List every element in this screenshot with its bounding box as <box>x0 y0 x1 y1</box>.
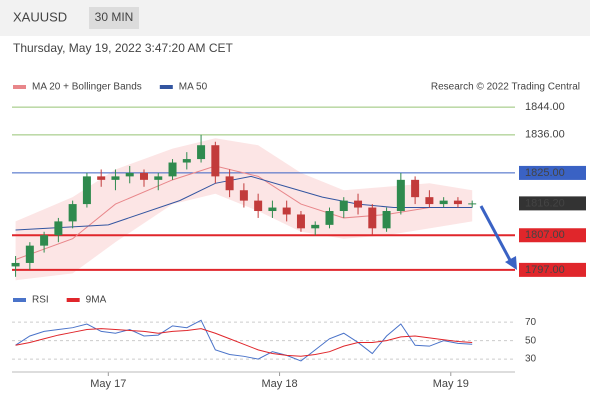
legend-swatch <box>66 298 80 302</box>
candle-body <box>239 190 248 201</box>
candle-body <box>182 159 191 163</box>
plot-area: 1844.00 1836.00 1825.00 1807.00 1797.00 1816.… <box>11 82 586 390</box>
ma-line <box>15 175 473 231</box>
indicator-line <box>15 319 473 362</box>
candle-body <box>282 207 291 215</box>
level-label: 1844.00 <box>525 101 565 113</box>
candle-body <box>311 224 320 229</box>
candle-body <box>339 200 348 212</box>
candle-body <box>425 197 434 205</box>
candle-body <box>154 176 163 180</box>
candle-body <box>211 145 220 177</box>
candle-body <box>125 172 134 177</box>
legend-swatch <box>13 85 26 89</box>
candle-body <box>197 145 206 160</box>
legend-label: 9MA <box>86 295 107 306</box>
y-tick-label: 30 <box>525 354 537 365</box>
candle-body <box>325 211 334 225</box>
indicator-line <box>15 328 473 357</box>
x-tick-label: May 17 <box>90 378 126 390</box>
y-tick-label: 70 <box>525 317 537 328</box>
level-label: 1825.00 <box>525 167 565 179</box>
candle-body <box>296 214 305 229</box>
candle-body <box>382 211 391 229</box>
candle-body <box>111 176 120 180</box>
candle-body <box>453 200 462 205</box>
forecast-arrow <box>479 205 513 263</box>
arrow-head <box>505 256 517 270</box>
candle-body <box>40 235 49 246</box>
candle-body <box>82 176 91 205</box>
candle-body <box>468 203 477 205</box>
legend-swatch <box>13 298 26 302</box>
candle-body <box>368 207 377 229</box>
legend-label: RSI <box>32 295 49 306</box>
candle-body <box>11 262 20 267</box>
level-label: 1836.00 <box>525 129 565 141</box>
last-price-box <box>519 196 586 211</box>
x-tick-label: May 18 <box>262 378 298 390</box>
candle-body <box>254 200 263 212</box>
candle-body <box>396 179 405 212</box>
candle-body <box>68 204 77 222</box>
candle-body <box>168 162 177 177</box>
symbol: XAUUSD <box>13 9 67 24</box>
timestamp: Thursday, May 19, 2022 3:47:20 AM CET <box>13 41 234 55</box>
legend-swatch <box>159 85 173 89</box>
level-box <box>519 165 586 180</box>
timeframe: 30 MIN <box>95 10 134 24</box>
last-price-label: 1816.20 <box>525 197 565 209</box>
level-label: 1807.00 <box>525 229 565 241</box>
timeframe-badge <box>89 7 139 29</box>
x-tick-label: May 19 <box>433 378 469 390</box>
candle-body <box>439 200 448 205</box>
level-label: 1797.00 <box>525 264 565 276</box>
candle-body <box>54 221 63 236</box>
source: Research © 2022 Trading Central <box>431 82 580 93</box>
level-box <box>519 262 586 277</box>
candle-body <box>139 172 148 180</box>
header-bar <box>0 0 590 36</box>
y-tick-label: 50 <box>525 335 537 346</box>
candle-body <box>411 179 420 198</box>
candle-body <box>97 176 106 180</box>
candle-body <box>225 176 234 191</box>
legend-label: MA 20 + Bollinger Bands <box>32 82 142 93</box>
legend-label: MA 50 <box>179 82 208 93</box>
candle-body <box>25 245 34 263</box>
candle-body <box>268 207 277 212</box>
level-box <box>519 228 586 243</box>
candle-body <box>354 200 363 208</box>
